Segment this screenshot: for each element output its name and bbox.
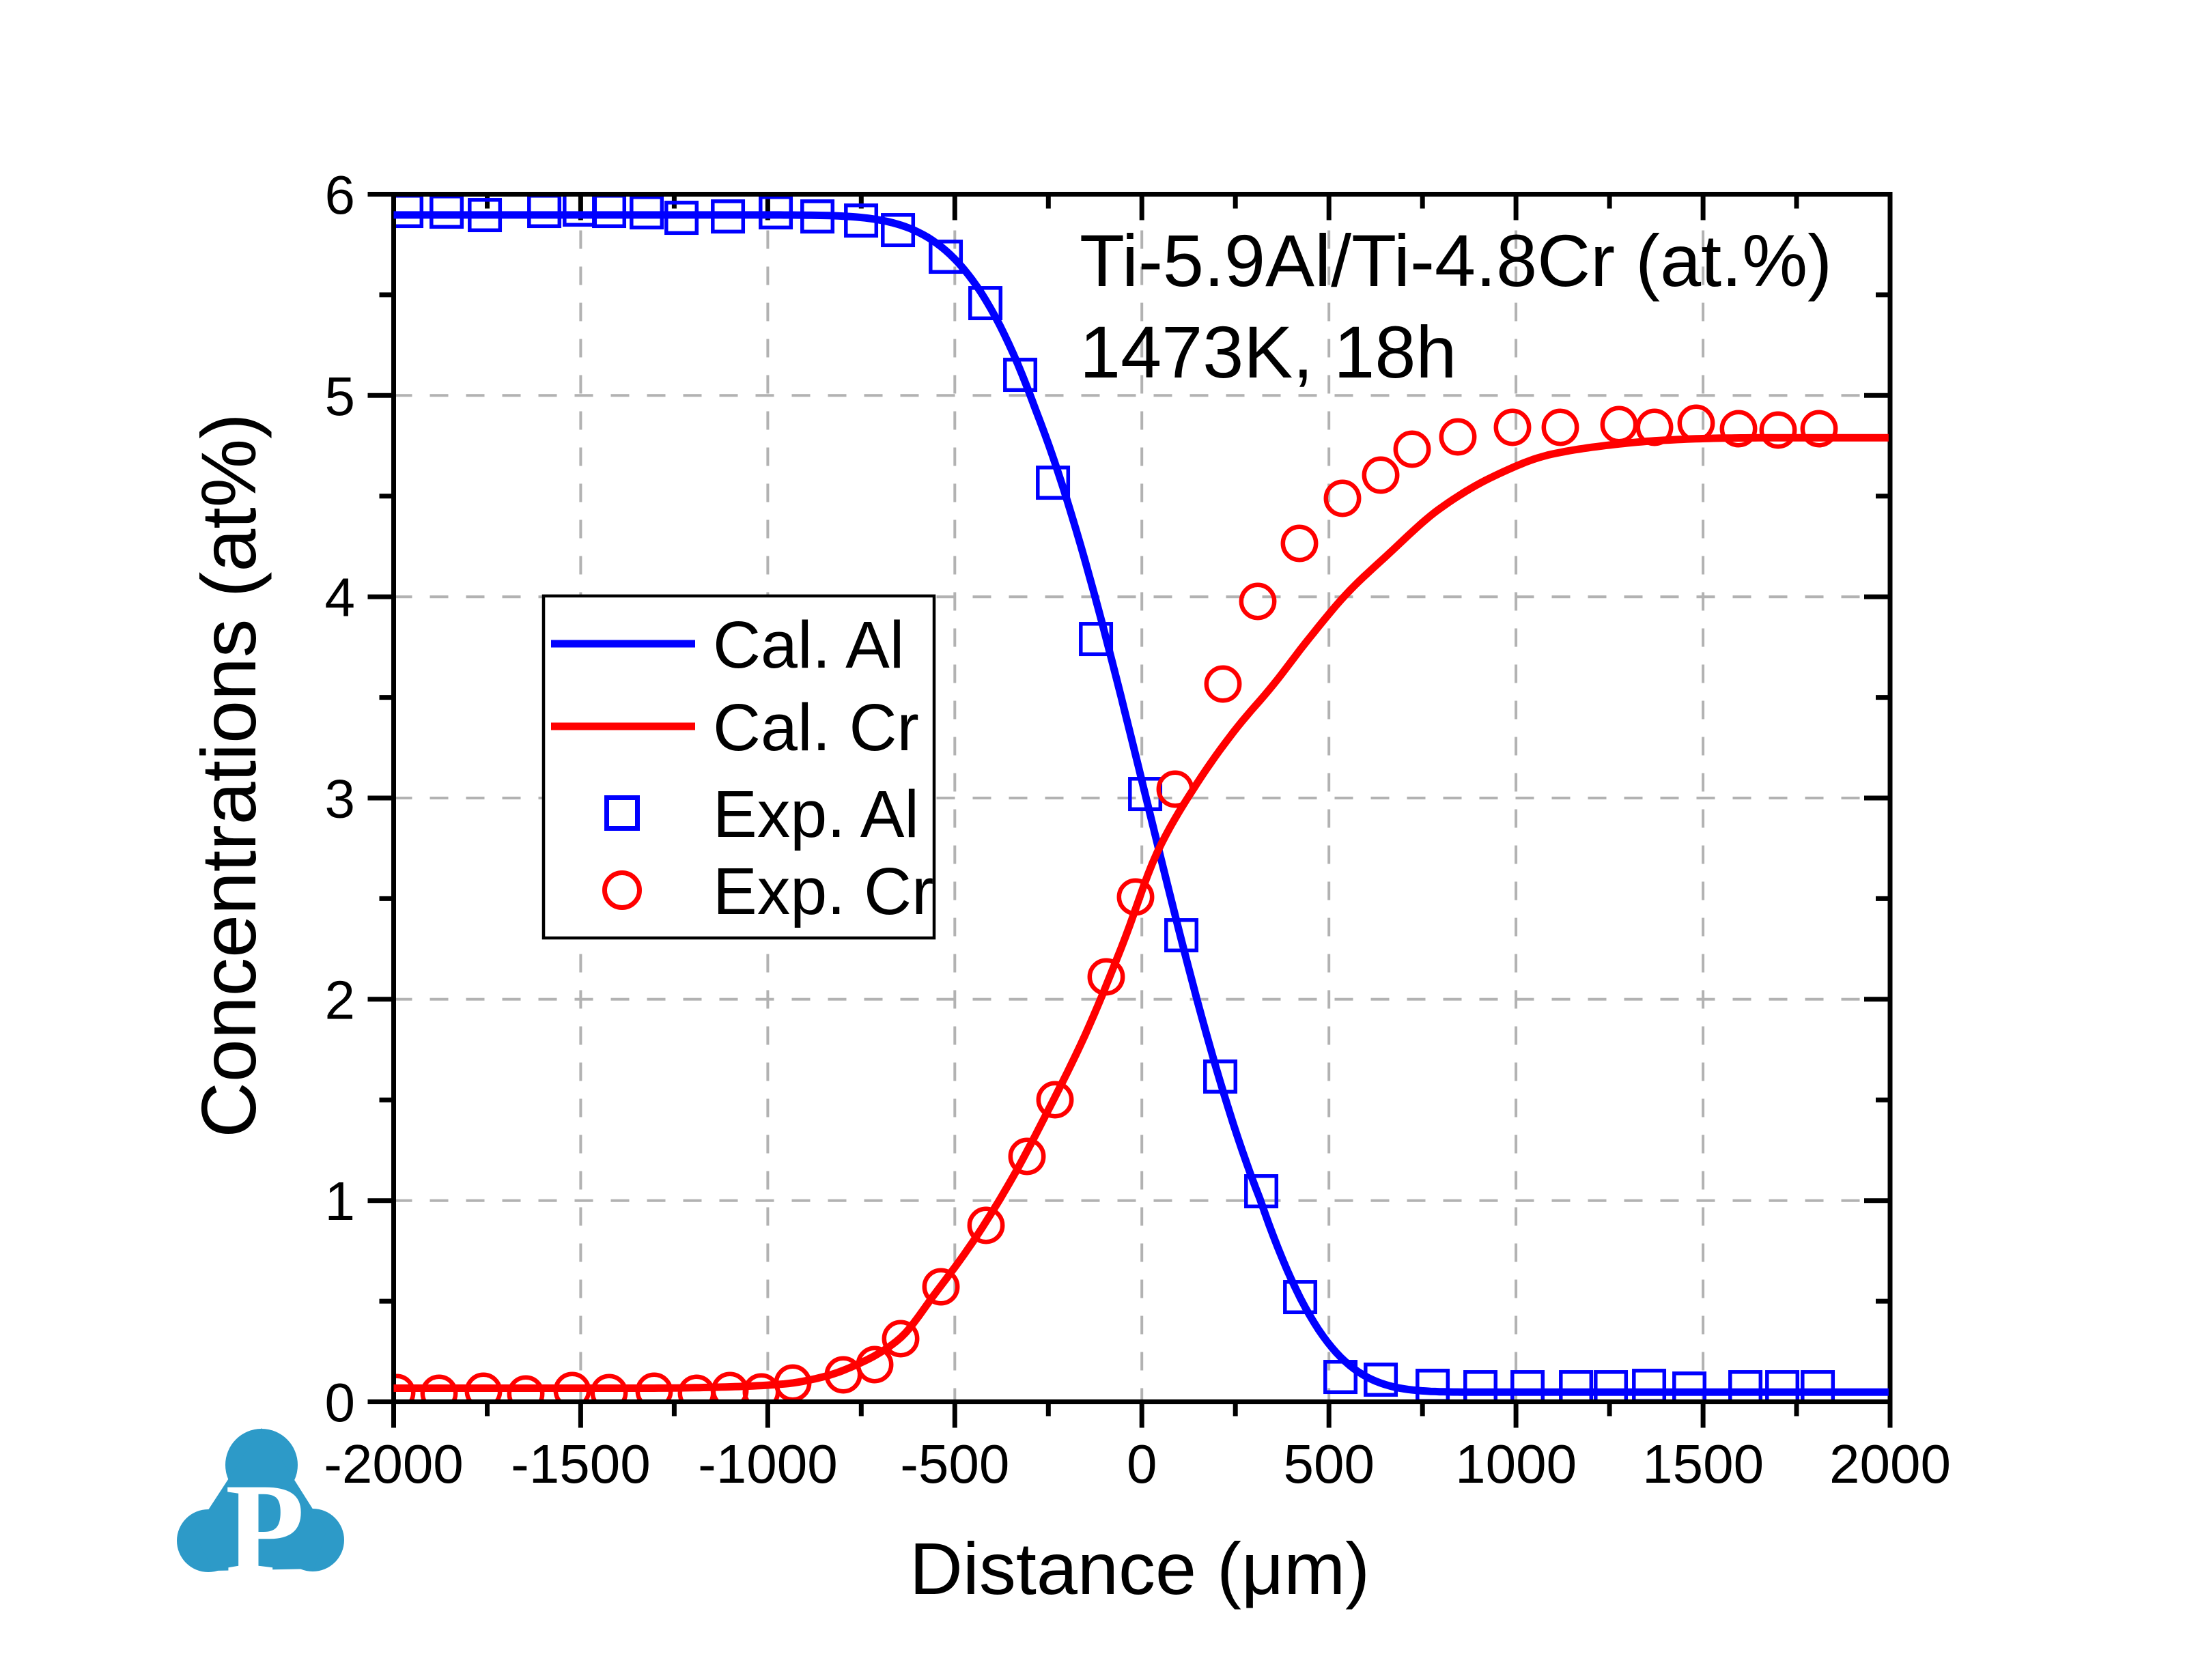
svg-text:2000: 2000 — [1829, 1434, 1951, 1494]
svg-text:0: 0 — [1127, 1434, 1157, 1494]
svg-text:1500: 1500 — [1642, 1434, 1764, 1494]
svg-text:-500: -500 — [900, 1434, 1009, 1494]
svg-text:P: P — [225, 1457, 305, 1601]
svg-text:Exp. Cr: Exp. Cr — [713, 854, 933, 928]
svg-text:0: 0 — [325, 1372, 356, 1433]
svg-text:-2000: -2000 — [324, 1434, 464, 1494]
svg-text:Exp. Al: Exp. Al — [713, 777, 919, 851]
svg-text:1: 1 — [325, 1171, 356, 1231]
svg-text:Distance (μm): Distance (μm) — [910, 1527, 1370, 1610]
svg-text:1000: 1000 — [1455, 1434, 1577, 1494]
svg-text:6: 6 — [325, 165, 356, 225]
svg-text:1473K, 18h: 1473K, 18h — [1080, 311, 1457, 393]
svg-text:Cal. Cr: Cal. Cr — [713, 690, 919, 765]
svg-text:Cal. Al: Cal. Al — [713, 608, 904, 682]
svg-text:Ti-5.9Al/Ti-4.8Cr (at.%): Ti-5.9Al/Ti-4.8Cr (at.%) — [1080, 219, 1832, 302]
svg-text:3: 3 — [325, 769, 356, 829]
svg-text:-1500: -1500 — [511, 1434, 651, 1494]
svg-text:5: 5 — [325, 366, 356, 427]
svg-text:2: 2 — [325, 969, 356, 1030]
svg-text:Concentrations (at%): Concentrations (at%) — [186, 413, 272, 1137]
svg-text:500: 500 — [1283, 1434, 1374, 1494]
svg-text:-1000: -1000 — [698, 1434, 838, 1494]
svg-text:4: 4 — [325, 567, 356, 628]
